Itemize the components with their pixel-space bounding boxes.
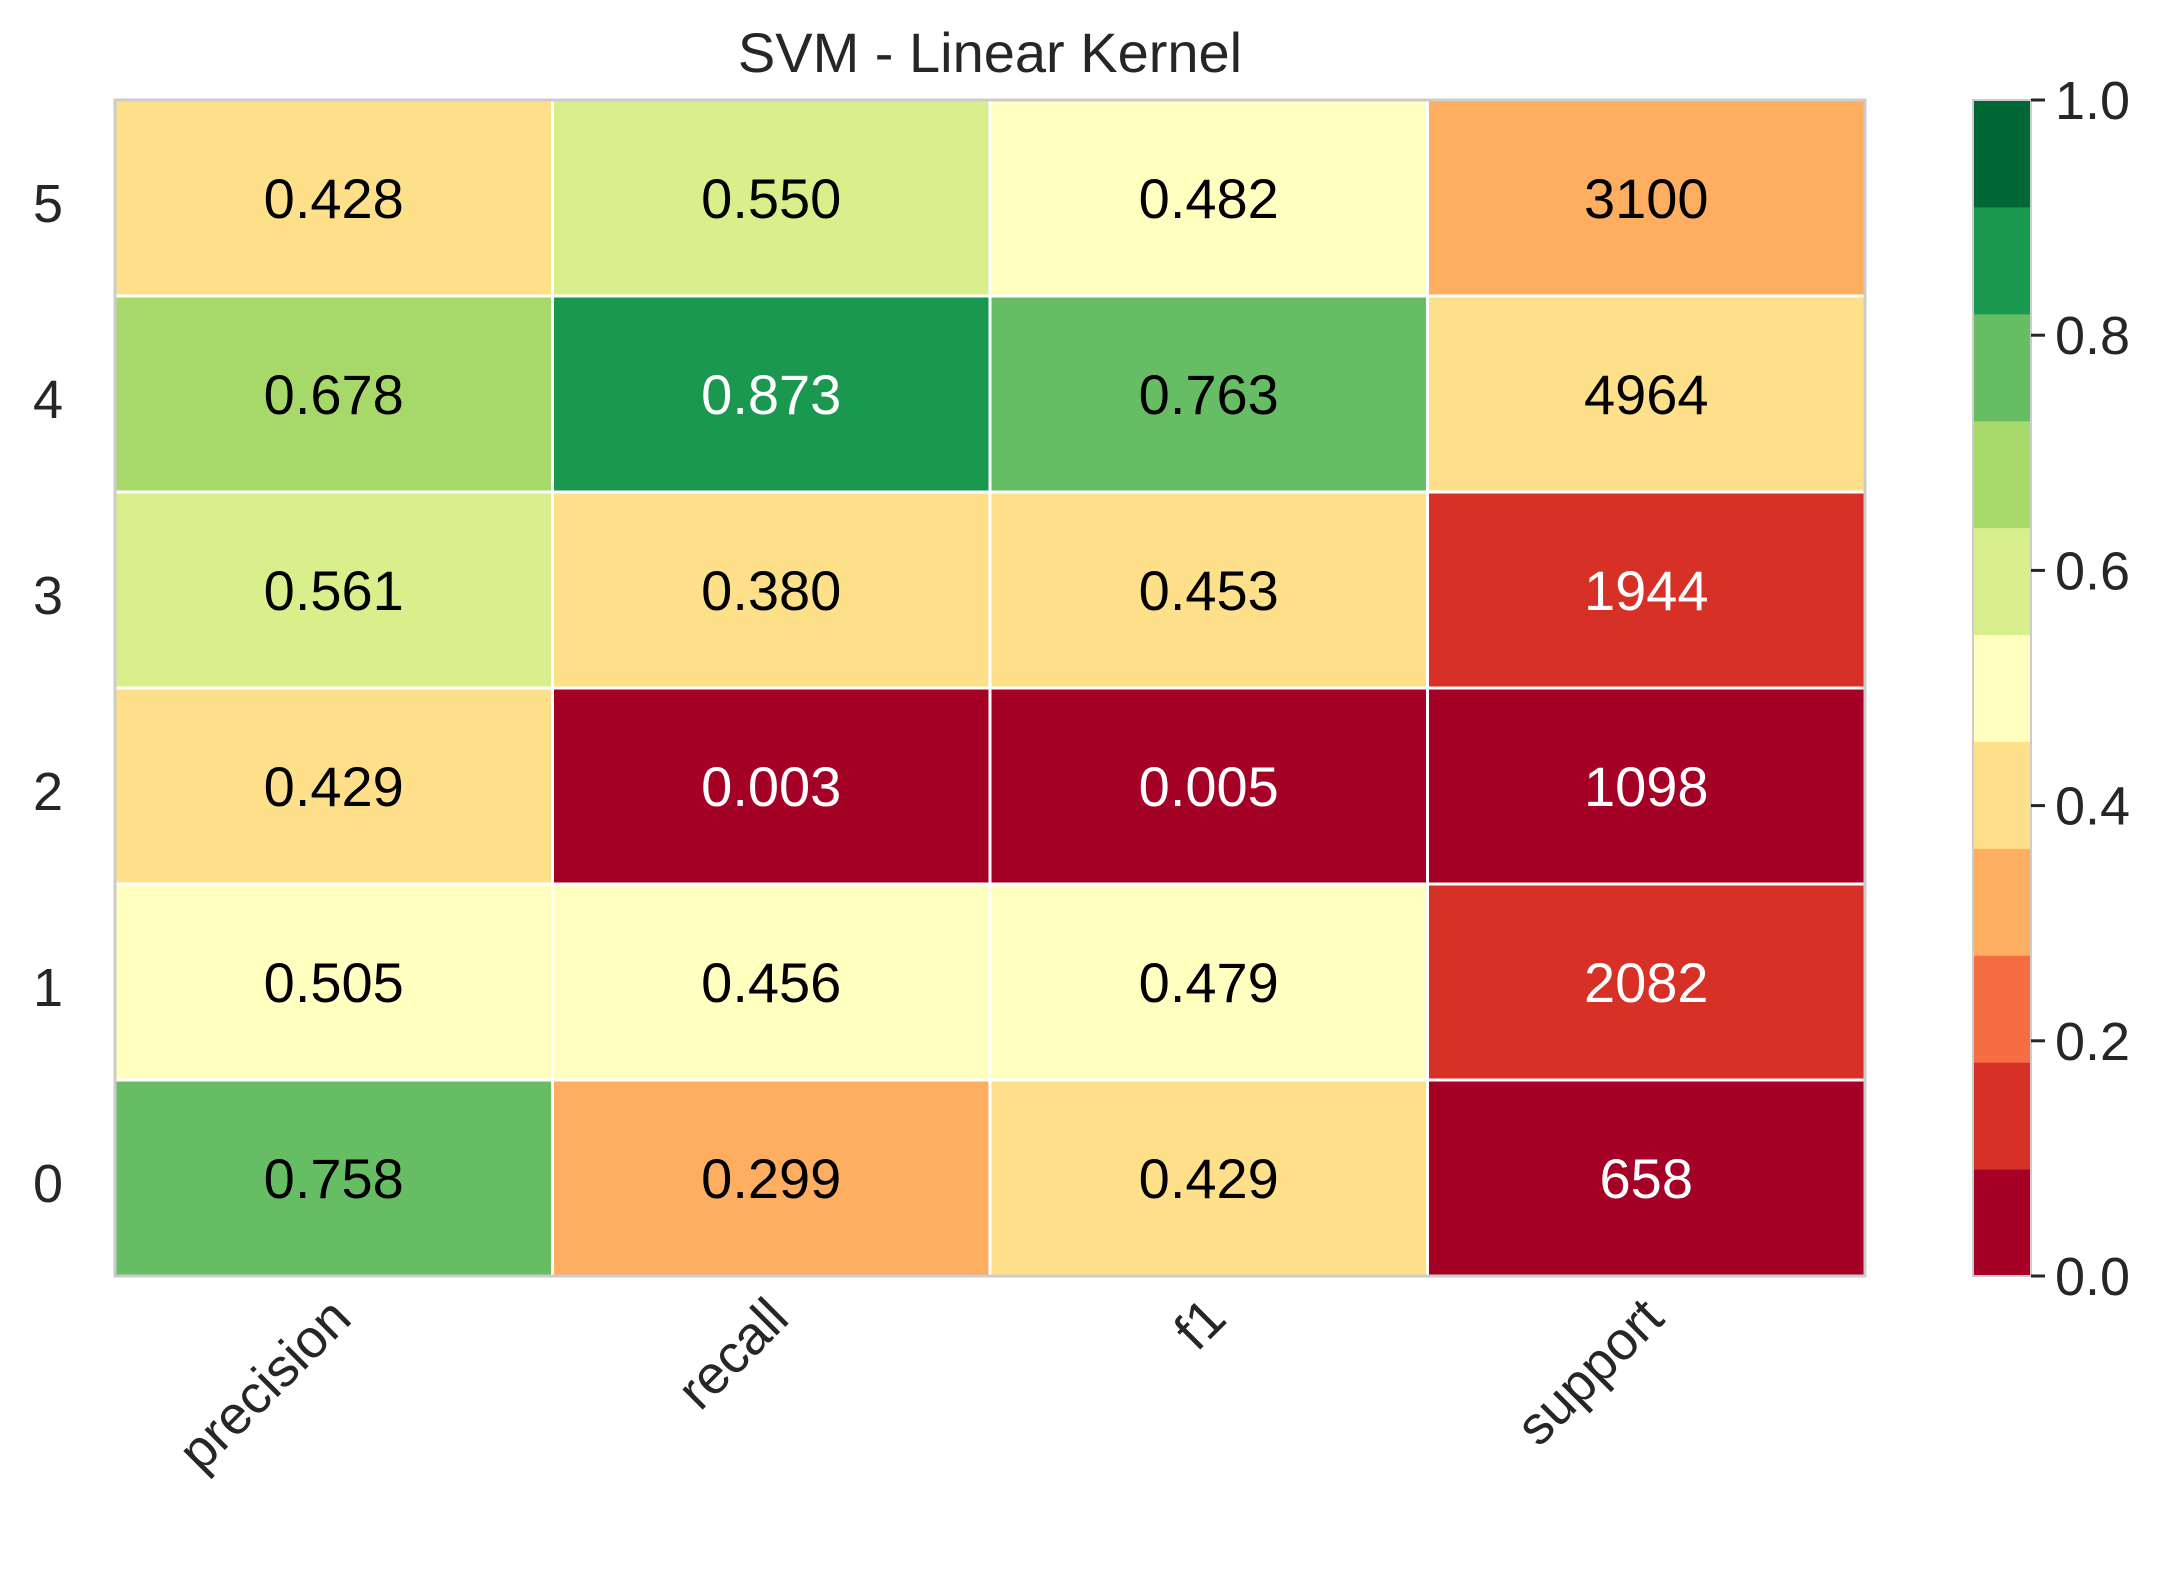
heatmap-cell [1426,294,1867,494]
colorbar-segment [1973,313,2031,422]
cell-value-label: 0.678 [264,363,404,426]
y-tick-labels: 5 4 3 2 1 0 [33,174,63,1214]
colorbar-segment [1973,100,2031,208]
heatmap-cell [1426,98,1867,298]
cell-value-label: 0.428 [264,167,404,230]
heatmap-cell [988,1078,1429,1278]
colorbar-segment [1973,527,2031,636]
colorbar-tick-label: 1.0 [2055,71,2130,131]
cell-value-label: 0.479 [1139,951,1279,1014]
cell-value-label: 0.482 [1139,167,1279,230]
heatmap-cell [551,686,992,886]
cell-value-label: 0.550 [701,167,841,230]
y-tick-label: 0 [33,1154,63,1214]
colorbar-segment [1973,848,2031,956]
plot-frame [113,98,1867,1278]
heatmap-cell [551,294,992,494]
colorbar-segment [1973,741,2031,849]
heatmap-cells: 0.428 0.550 0.482 3100 0.678 0.873 0.763 4964 0.… [113,98,1867,1278]
heatmap-cell [113,98,554,298]
cell-value-label: 0.429 [1139,1147,1279,1210]
cell-value-label: 0.380 [701,559,841,622]
colorbar-segment [1973,420,2031,529]
heatmap-cell [551,490,992,690]
colorbar-segment [1973,206,2031,315]
heatmap-cell [113,294,554,494]
cell-value-label: 0.505 [264,951,404,1014]
y-tick-label: 5 [33,174,63,234]
colorbar-tick-label: 0.2 [2055,1012,2130,1072]
heatmap-cell [551,1078,992,1278]
x-tick-labels: precision recall f1 support [167,1287,1675,1482]
heatmap-cell [1426,882,1867,1082]
chart-title: SVM - Linear Kernel [738,21,1242,84]
y-tick-label: 4 [33,370,63,430]
colorbar-tick-label: 0.4 [2055,777,2130,837]
cell-value-label: 0.873 [701,363,841,426]
cell-value-label: 1944 [1584,559,1709,622]
cell-value-label: 0.758 [264,1147,404,1210]
x-tick-label: f1 [1163,1287,1237,1361]
heatmap-cell [1426,686,1867,886]
heatmap-cell [1426,490,1867,690]
cell-value-label: 0.429 [264,755,404,818]
cell-value-label: 0.561 [264,559,404,622]
cell-value-label: 0.003 [701,755,841,818]
cell-value-label: 4964 [1584,363,1709,426]
colorbar-tick-label: 0.0 [2055,1247,2130,1307]
cell-value-label: 0.453 [1139,559,1279,622]
heatmap-cell [113,686,554,886]
cell-value-label: 0.299 [701,1147,841,1210]
x-tick-label: support [1505,1287,1675,1457]
colorbar-frame [1972,99,2032,1277]
x-tick-label: precision [167,1287,362,1482]
colorbar-tick-label: 0.6 [2055,541,2130,601]
y-tick-label: 1 [33,958,63,1018]
cell-value-label: 0.763 [1139,363,1279,426]
colorbar: 0.0 0.2 0.4 0.6 0.8 1.0 [1972,71,2130,1307]
heatmap-cell [988,686,1429,886]
colorbar-segment [1973,1169,2031,1277]
cell-value-label: 2082 [1584,951,1709,1014]
cell-value-label: 658 [1600,1147,1693,1210]
heatmap-cell [988,882,1429,1082]
cell-value-label: 3100 [1584,167,1709,230]
cell-value-label: 0.005 [1139,755,1279,818]
y-tick-label: 2 [33,762,63,822]
x-tick-label: recall [666,1287,800,1421]
colorbar-tick-label: 0.8 [2055,306,2130,366]
heatmap-cell [113,882,554,1082]
colorbar-segment [1973,955,2031,1063]
y-tick-label: 3 [33,566,63,626]
heatmap-cell [551,882,992,1082]
cell-value-label: 0.456 [701,951,841,1014]
heatmap-cell [551,98,992,298]
cell-value-label: 1098 [1584,755,1709,818]
colorbar-segment [1973,1062,2031,1170]
colorbar-segment [1973,634,2031,742]
heatmap-cell [113,1078,554,1278]
